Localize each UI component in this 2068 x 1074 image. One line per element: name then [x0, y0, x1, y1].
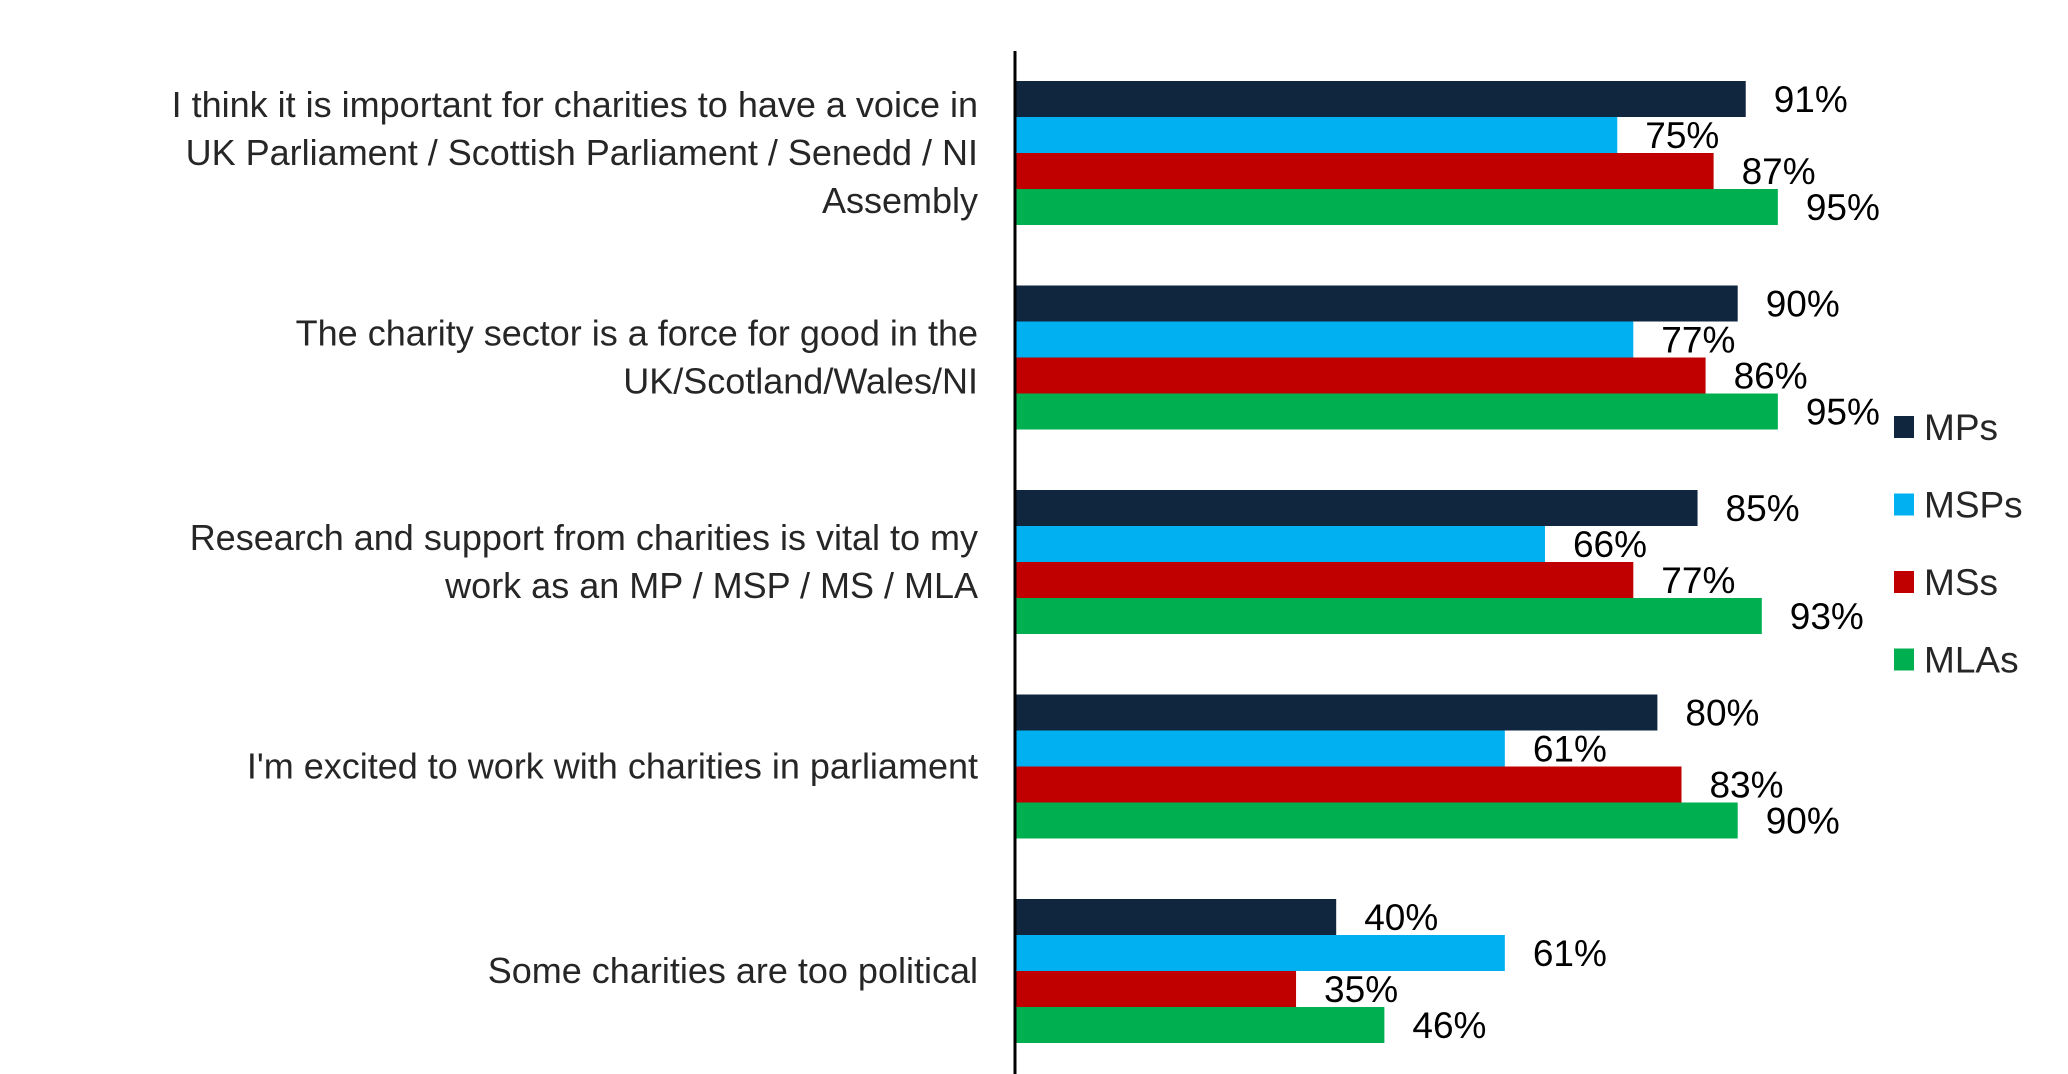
data-label: 95% — [1806, 392, 1880, 433]
bar-mss — [1015, 357, 1706, 394]
category-label: UK Parliament / Scottish Parliament / Se… — [186, 132, 978, 173]
bar-mss — [1015, 971, 1297, 1007]
data-label: 66% — [1573, 524, 1647, 565]
data-label: 61% — [1533, 729, 1607, 770]
legend-swatch-msps — [1894, 493, 1914, 516]
bar-msps — [1015, 321, 1634, 358]
data-label: 46% — [1412, 1005, 1486, 1046]
category-label: I think it is important for charities to… — [172, 84, 978, 125]
data-label: 90% — [1766, 284, 1840, 325]
category-label: I'm excited to work with charities in pa… — [247, 746, 978, 787]
category-label: Assembly — [822, 180, 978, 221]
legend-label: MPs — [1924, 407, 1998, 448]
bar-mps — [1015, 694, 1658, 731]
data-label: 77% — [1661, 320, 1735, 361]
bar-msps — [1015, 935, 1505, 971]
category-label: Some charities are too political — [488, 950, 978, 991]
data-label: 95% — [1806, 187, 1880, 228]
bar-mps — [1015, 285, 1738, 322]
data-label: 77% — [1661, 560, 1735, 601]
data-label: 80% — [1685, 693, 1759, 734]
category-label: work as an MP / MSP / MS / MLA — [444, 565, 978, 606]
data-label: 90% — [1766, 801, 1840, 842]
category-label: UK/Scotland/Wales/NI — [623, 361, 978, 402]
data-label: 87% — [1742, 151, 1816, 192]
data-label: 61% — [1533, 933, 1607, 974]
category-label: Research and support from charities is v… — [190, 517, 978, 558]
bar-msps — [1015, 526, 1545, 562]
data-label: 86% — [1734, 356, 1808, 397]
bar-mlas — [1015, 393, 1778, 430]
bar-mlas — [1015, 189, 1778, 225]
data-label: 85% — [1726, 488, 1800, 529]
legend-swatch-mlas — [1894, 648, 1914, 671]
data-label: 91% — [1774, 79, 1848, 120]
bar-msps — [1015, 117, 1618, 153]
data-label: 75% — [1645, 115, 1719, 156]
bar-mss — [1015, 766, 1682, 803]
data-label: 40% — [1364, 897, 1438, 938]
bar-mps — [1015, 899, 1337, 935]
bar-mlas — [1015, 802, 1738, 839]
legend-swatch-mss — [1894, 571, 1914, 593]
legend-label: MLAs — [1924, 640, 2019, 681]
category-label: The charity sector is a force for good i… — [296, 313, 978, 354]
bar-msps — [1015, 730, 1505, 767]
bar-mlas — [1015, 598, 1762, 634]
bar-mss — [1015, 562, 1634, 598]
bar-mps — [1015, 81, 1746, 117]
data-label: 35% — [1324, 969, 1398, 1010]
bar-mps — [1015, 490, 1698, 526]
data-label: 83% — [1709, 765, 1783, 806]
legend-swatch-mps — [1894, 416, 1914, 438]
bar-mlas — [1015, 1007, 1385, 1043]
bar-mss — [1015, 153, 1714, 189]
data-label: 93% — [1790, 596, 1864, 637]
legend-label: MSs — [1924, 562, 1998, 603]
legend-label: MSPs — [1924, 485, 2023, 526]
